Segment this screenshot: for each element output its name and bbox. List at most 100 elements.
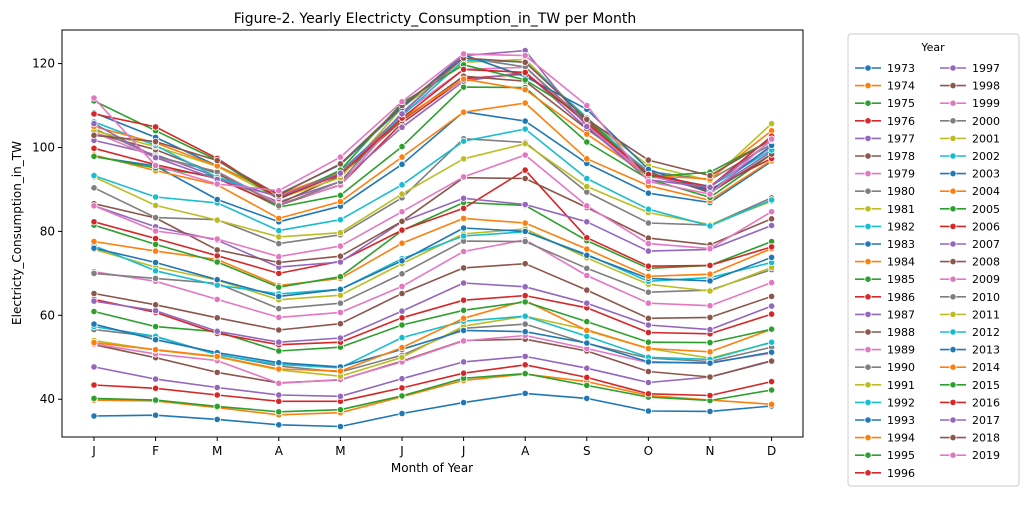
data-point: [521, 369, 529, 378]
series-line-1978: [93, 338, 772, 384]
series-line-2000: [93, 137, 772, 245]
data-point: [644, 288, 653, 296]
data-point: [767, 135, 776, 143]
data-point: [398, 110, 406, 118]
data-point: [275, 240, 283, 248]
legend-item-1997: 1997: [940, 62, 1000, 75]
legend-item-1975: 1975: [855, 97, 915, 110]
data-point: [90, 237, 98, 246]
data-point: [459, 264, 468, 272]
legend-label: 2001: [972, 132, 1000, 145]
data-point: [213, 295, 221, 303]
series-line-1993: [93, 227, 772, 298]
legend-item-2006: 2006: [940, 220, 1000, 233]
data-point: [459, 326, 468, 334]
data-point: [706, 391, 714, 400]
data-point: [583, 394, 591, 402]
legend-label: 1992: [887, 396, 915, 409]
data-point: [152, 384, 160, 392]
legend-item-2001: 2001: [940, 132, 1000, 145]
data-point: [521, 68, 529, 77]
data-point: [213, 235, 221, 243]
legend-marker: [949, 275, 957, 283]
data-point: [767, 196, 776, 204]
data-point: [459, 296, 468, 304]
legend-item-1992: 1992: [855, 396, 915, 409]
legend-item-2017: 2017: [940, 414, 1000, 427]
data-point: [398, 314, 406, 322]
data-point: [398, 239, 406, 247]
data-point: [644, 390, 653, 398]
data-point: [767, 310, 776, 318]
data-point: [398, 208, 406, 216]
legend-label: 1980: [887, 185, 915, 198]
legend-marker: [864, 240, 872, 248]
legend-item-2009: 2009: [940, 273, 1000, 286]
data-point: [644, 177, 653, 186]
data-point: [398, 384, 406, 392]
data-point: [583, 264, 591, 272]
data-point: [706, 359, 714, 367]
series-line-1984: [93, 299, 772, 372]
legend-marker: [949, 99, 957, 107]
legend-label: 2018: [972, 432, 1000, 445]
data-point: [583, 130, 591, 138]
data-point: [706, 261, 714, 269]
legend-label: 1978: [887, 150, 915, 163]
data-point: [275, 313, 283, 321]
series-line-1998: [93, 176, 772, 264]
series-line-2019: [93, 53, 773, 195]
data-point: [398, 409, 406, 418]
legend-label: 1974: [887, 80, 915, 93]
series-2004: [90, 99, 776, 222]
data-point: [336, 334, 344, 342]
legend-item-2012: 2012: [940, 326, 1000, 339]
series-2002: [90, 125, 776, 235]
series-line-1985: [93, 301, 772, 352]
legend-item-1993: 1993: [855, 414, 915, 427]
legend-marker: [864, 328, 872, 336]
data-point: [521, 389, 529, 397]
series-line-2001: [93, 142, 772, 238]
data-point: [459, 75, 468, 83]
data-point: [521, 151, 529, 159]
legend-label: 1994: [887, 432, 915, 445]
data-point: [275, 408, 283, 416]
data-point: [152, 322, 160, 331]
data-point: [521, 352, 529, 360]
legend-marker: [864, 117, 872, 125]
data-point: [706, 373, 714, 381]
legend-marker: [864, 134, 872, 142]
data-point: [398, 123, 406, 131]
data-point: [336, 216, 344, 224]
legend-label: 1982: [887, 220, 915, 233]
legend-label: 2004: [972, 185, 1000, 198]
data-point: [152, 396, 160, 404]
data-point: [152, 201, 160, 209]
data-point: [90, 120, 98, 128]
data-point: [213, 402, 221, 410]
series-1982: [90, 312, 776, 372]
legend-marker: [864, 345, 872, 354]
legend-item-1988: 1988: [855, 326, 915, 339]
data-point: [706, 302, 714, 310]
legend-label: 1995: [887, 449, 915, 462]
data-point: [583, 218, 591, 226]
legend-item-2019: 2019: [940, 449, 1000, 462]
data-point: [459, 314, 468, 322]
data-point: [459, 194, 468, 202]
data-point: [398, 143, 406, 151]
plot-frame: [61, 29, 804, 438]
data-point: [398, 289, 406, 298]
data-point: [90, 320, 98, 328]
legend-marker: [949, 152, 957, 160]
data-point: [583, 286, 591, 294]
data-point: [152, 154, 160, 162]
x-tick-label: J: [399, 444, 404, 458]
data-point: [398, 392, 406, 400]
data-point: [767, 243, 776, 251]
data-point: [152, 123, 160, 131]
data-point: [644, 358, 653, 366]
data-point: [459, 306, 468, 314]
data-point: [767, 215, 776, 223]
